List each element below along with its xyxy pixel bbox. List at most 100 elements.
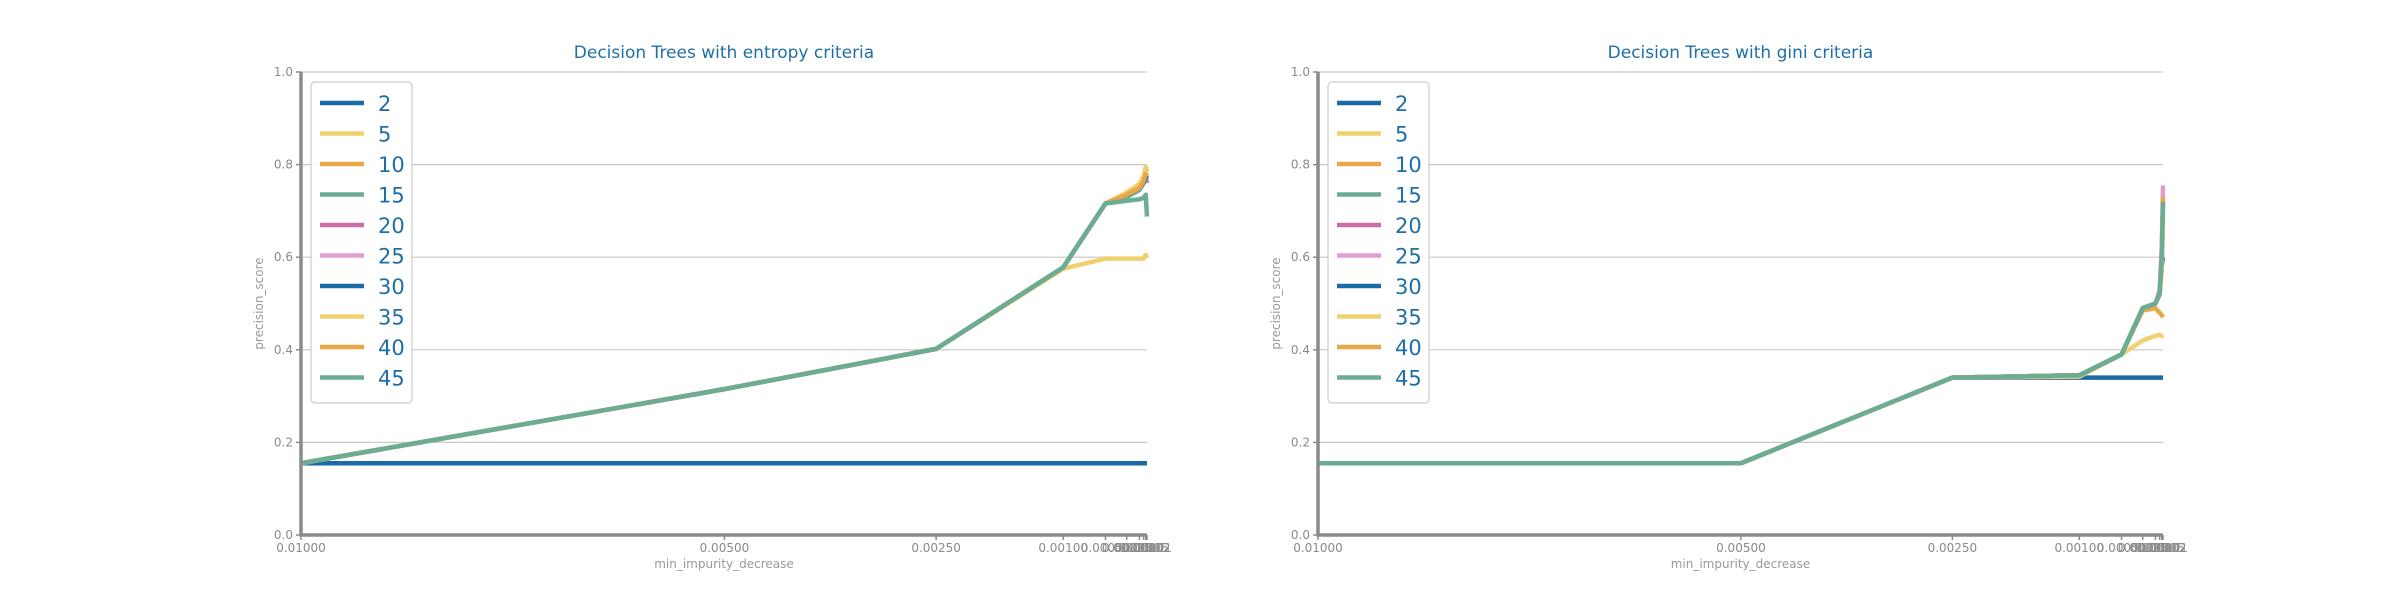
- x-tick-label: 0.00500: [700, 541, 750, 555]
- series-line-20: [1318, 201, 2166, 466]
- legend-item: 15: [1337, 184, 1422, 208]
- x-axis-label: min_impurity_decrease: [654, 557, 794, 571]
- series-line-30: [1318, 256, 2166, 466]
- legend-item: 45: [1337, 367, 1422, 391]
- legend-item: 25: [320, 245, 405, 269]
- legend-label: 10: [1395, 153, 1422, 177]
- legend-label: 35: [378, 306, 405, 330]
- x-tick-label: 0.00001: [2138, 541, 2188, 555]
- legend-label: 20: [378, 214, 405, 238]
- series-line-15: [1318, 210, 2166, 466]
- x-axis-label: min_impurity_decrease: [1671, 557, 1811, 571]
- series-line-40: [300, 171, 1149, 466]
- legend-label: 5: [378, 123, 391, 147]
- x-tick-label: 0.00050: [2097, 541, 2147, 555]
- chart-title: Decision Trees with entropy criteria: [574, 43, 874, 63]
- y-tick-label: 0.0: [274, 528, 293, 542]
- legend-item: 20: [320, 214, 405, 238]
- legend-item: 2: [320, 92, 391, 116]
- x-tick-label: 0.00005: [1119, 541, 1169, 555]
- series-line-30: [300, 173, 1149, 466]
- legend-item: 10: [320, 153, 405, 177]
- legend-label: 35: [1395, 306, 1422, 330]
- legend-label: 45: [1395, 367, 1422, 391]
- x-tick-label: 0.01000: [276, 541, 326, 555]
- legend-item: 5: [1337, 123, 1408, 147]
- chart-title: Decision Trees with gini criteria: [1608, 43, 1874, 63]
- legend-label: 10: [378, 153, 405, 177]
- legend-item: 35: [320, 306, 405, 330]
- x-tick-label: 0.01000: [1293, 541, 1343, 555]
- legend-item: 2: [1337, 92, 1408, 116]
- legend-item: 10: [1337, 153, 1422, 177]
- chart-entropy-criteria: 0.0 0.2 0.4 0.6 0.8 1.0 0.01000 0.00500 0.00250 0…: [252, 43, 1172, 571]
- y-tick-label: 0.8: [1291, 158, 1310, 172]
- legend-item: 5: [320, 123, 391, 147]
- legend-label: 30: [378, 275, 405, 299]
- legend-label: 20: [1395, 214, 1422, 238]
- y-axis-label: precision_score: [252, 257, 266, 349]
- x-tick-label: 0.00050: [1081, 541, 1131, 555]
- legend-item: 15: [320, 184, 405, 208]
- x-tick-label: 0.00005: [2135, 541, 2185, 555]
- series-line-35: [300, 164, 1149, 466]
- x-tick-label: 0.00001: [1122, 541, 1172, 555]
- legend-label: 2: [1395, 92, 1408, 116]
- legend-label: 40: [378, 336, 405, 360]
- legend-label: 5: [1395, 123, 1408, 147]
- legend-item: 20: [1337, 214, 1422, 238]
- series-line-20: [300, 176, 1149, 466]
- y-tick-label: 0.0: [1291, 528, 1310, 542]
- series-line-2: [1318, 375, 2164, 466]
- legend-item: 35: [1337, 306, 1422, 330]
- legend-item: 30: [320, 275, 405, 299]
- legend-item: 40: [320, 336, 405, 360]
- y-tick-label: 0.2: [1291, 435, 1310, 449]
- series-line-40: [1318, 196, 2166, 466]
- legend-label: 15: [378, 184, 405, 208]
- x-tick-label: 0.00002: [2137, 541, 2187, 555]
- legend-item: 25: [1337, 245, 1422, 269]
- x-tick-label: 0.00100: [2054, 541, 2104, 555]
- legend-label: 40: [1395, 336, 1422, 360]
- legend-label: 15: [1395, 184, 1422, 208]
- legend-item: 45: [320, 367, 405, 391]
- legend-label: 25: [1395, 245, 1422, 269]
- x-tick-label: 0.00025: [2118, 541, 2168, 555]
- series-line-25: [1318, 185, 2166, 466]
- legend-label: 25: [378, 245, 405, 269]
- x-tick-label: 0.00025: [1102, 541, 1152, 555]
- y-tick-label: 0.6: [1291, 250, 1310, 264]
- y-tick-label: 0.4: [274, 343, 293, 357]
- x-tick-label: 0.00250: [1928, 541, 1978, 555]
- y-tick-label: 1.0: [1291, 65, 1310, 79]
- x-tick-label: 0.00500: [1716, 541, 1766, 555]
- series-line-10: [1318, 305, 2165, 466]
- legend-label: 45: [378, 367, 405, 391]
- x-tick-label: 0.00010: [1115, 541, 1165, 555]
- x-tick-label: 0.00250: [911, 541, 961, 555]
- x-tick-label: 0.00100: [1038, 541, 1088, 555]
- series-line-10: [300, 166, 1149, 466]
- series-line-45: [1318, 201, 2166, 466]
- x-tick-label: 0.00002: [1121, 541, 1171, 555]
- legend-item: 30: [1337, 275, 1422, 299]
- legend-item: 40: [1337, 336, 1422, 360]
- legend-label: 30: [1395, 275, 1422, 299]
- chart-gini-criteria: 0.0 0.2 0.4 0.6 0.8 1.0 0.01000 0.00500 0.00250 0…: [1269, 43, 2188, 571]
- series-line-45: [300, 192, 1150, 466]
- y-tick-label: 0.2: [274, 435, 293, 449]
- series-line-15: [300, 176, 1150, 466]
- y-tick-label: 0.6: [274, 250, 293, 264]
- legend-label: 2: [378, 92, 391, 116]
- y-axis-label: precision_score: [1269, 257, 1283, 349]
- y-tick-label: 1.0: [274, 65, 293, 79]
- series-line-25: [300, 173, 1149, 466]
- y-tick-label: 0.4: [1291, 343, 1310, 357]
- series-line-5: [300, 252, 1150, 466]
- series-line-5: [1318, 332, 2165, 466]
- x-tick-label: 0.00010: [2131, 541, 2181, 555]
